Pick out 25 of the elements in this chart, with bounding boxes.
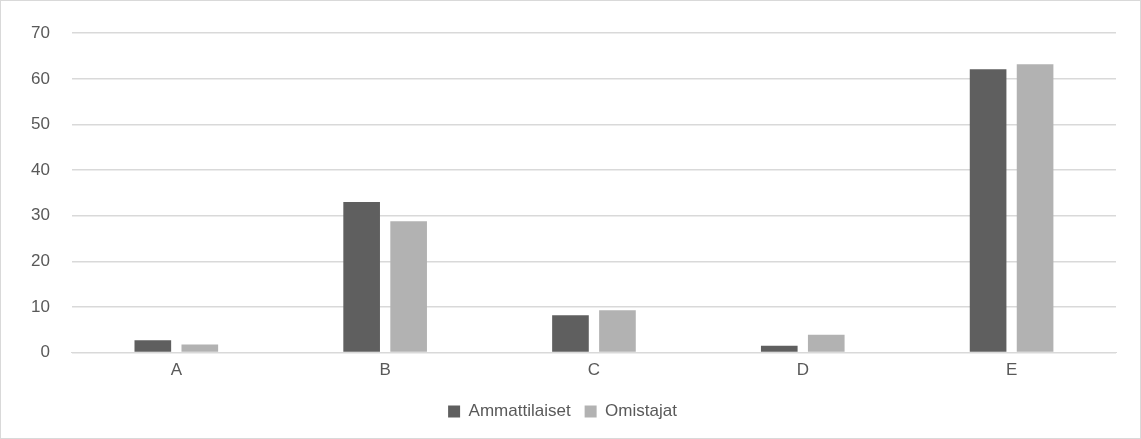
y-tick-label: 10 xyxy=(30,296,50,316)
bar xyxy=(1016,64,1054,352)
y-tick-label: 50 xyxy=(30,114,50,134)
x-tick-label: D xyxy=(796,360,809,380)
x-tick-label: A xyxy=(170,360,183,380)
bar xyxy=(181,344,219,352)
x-tick-label: B xyxy=(379,360,391,380)
y-tick-label: 40 xyxy=(30,159,50,179)
y-tick-label: 30 xyxy=(30,205,50,225)
y-tick-label: 0 xyxy=(40,342,50,362)
bar xyxy=(760,345,798,352)
bar xyxy=(807,334,845,352)
bar xyxy=(390,221,427,352)
bar xyxy=(969,69,1007,352)
y-tick-label: 20 xyxy=(30,251,50,271)
y-tick-label: 70 xyxy=(30,22,50,42)
bar xyxy=(343,202,380,352)
y-tick-label: 60 xyxy=(30,68,50,88)
legend-label: Omistajat xyxy=(605,401,678,421)
bar xyxy=(599,310,636,352)
legend-label: Ammattilaiset xyxy=(468,401,571,421)
x-tick-label: C xyxy=(587,360,601,380)
bar xyxy=(134,340,172,352)
bar xyxy=(552,315,589,352)
x-tick-label: E xyxy=(1005,360,1018,380)
